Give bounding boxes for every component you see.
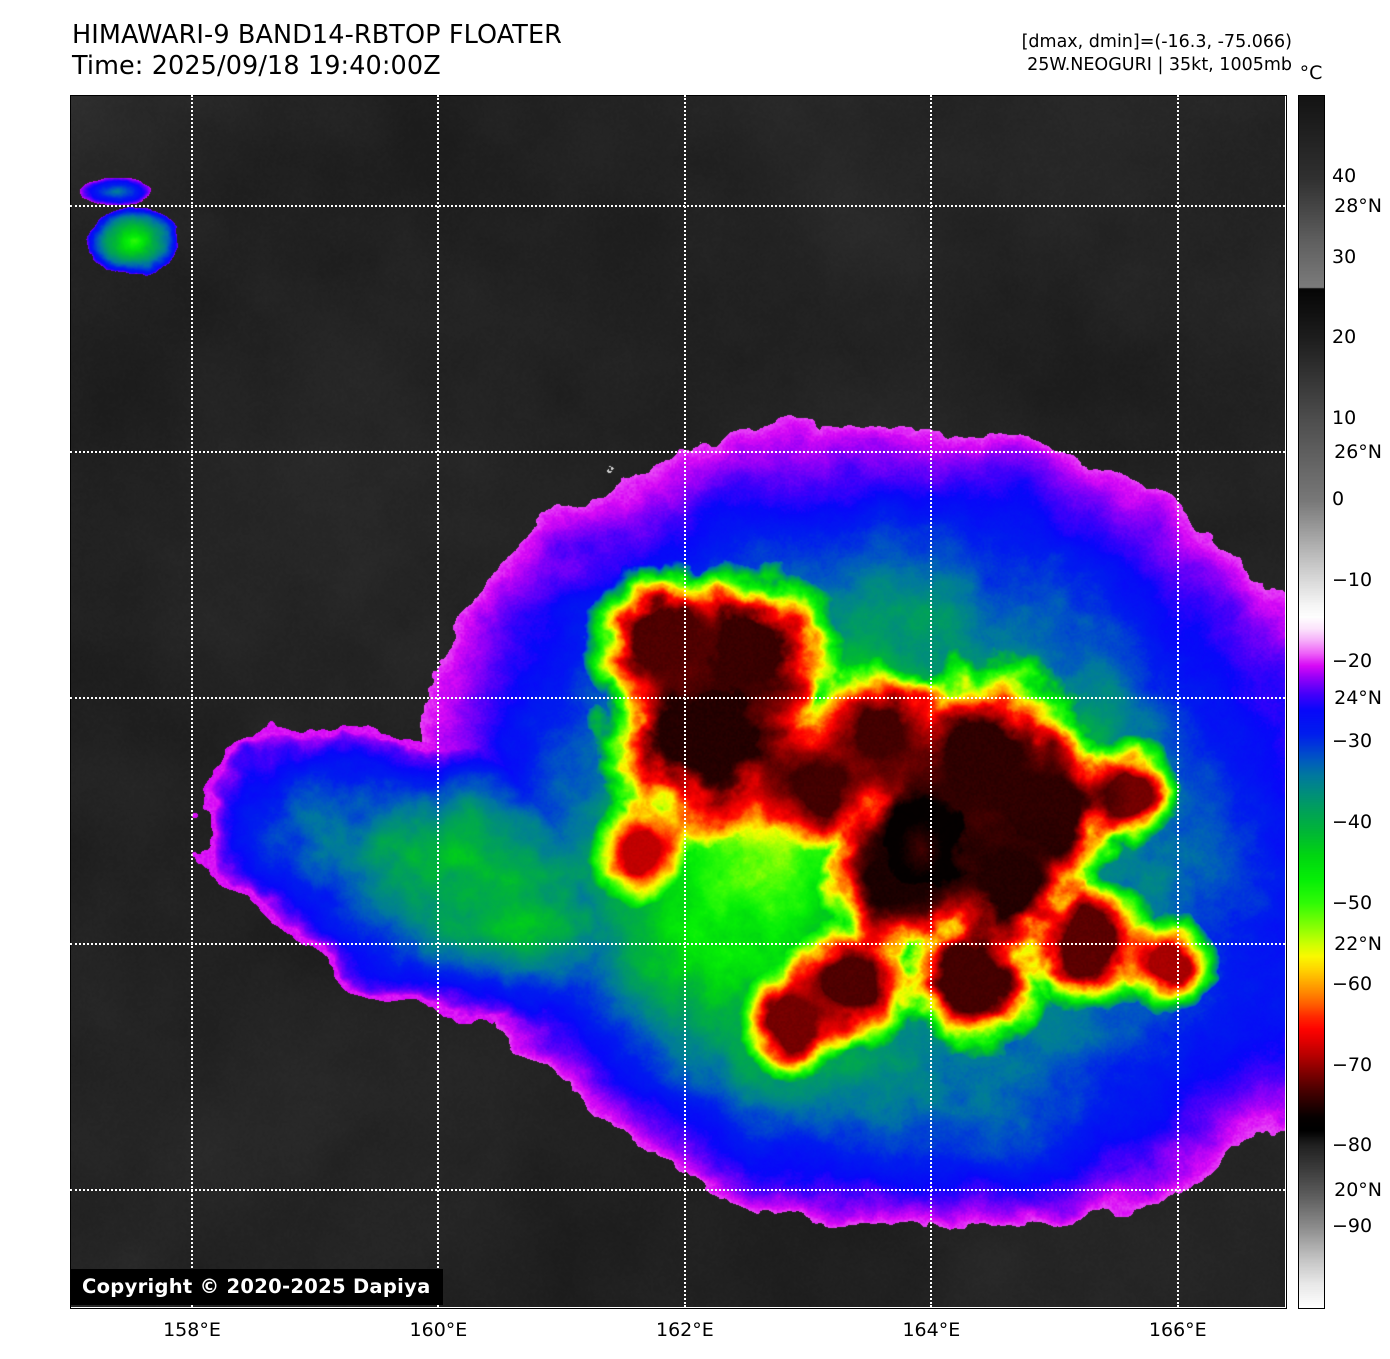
dmax-dmin-label: [dmax, dmin]=(-16.3, -75.066) — [1021, 32, 1292, 52]
colorbar-tick: 20 — [1332, 326, 1357, 349]
colorbar-tick: −70 — [1332, 1053, 1373, 1076]
colorbar-tick: −60 — [1332, 972, 1373, 995]
colorbar-gradient — [1299, 96, 1324, 1308]
lon-tick-label: 164°E — [902, 1319, 961, 1341]
infrared-cloudtop-canvas — [70, 95, 1285, 1307]
colorbar-tick: −10 — [1332, 568, 1373, 591]
lat-tick-label: 22°N — [1334, 933, 1382, 955]
colorbar-tick: 0 — [1332, 488, 1345, 510]
lon-tick-label: 166°E — [1148, 1319, 1207, 1341]
colorbar-unit-label: °C — [1299, 62, 1323, 84]
lon-tick-label: 162°E — [656, 1319, 714, 1341]
lat-tick-label: 26°N — [1334, 440, 1382, 463]
lat-tick-label: 28°N — [1334, 194, 1382, 217]
colorbar-tick: −90 — [1332, 1215, 1373, 1238]
lat-tick-label: 20°N — [1334, 1179, 1382, 1202]
timestamp-label: Time: 2025/09/18 19:40:00Z — [72, 51, 441, 81]
colorbar-tick: 30 — [1332, 245, 1357, 268]
header-right: [dmax, dmin]=(-16.3, -75.066) 25W.NEOGUR… — [1022, 31, 1292, 77]
copyright-banner: Copyright © 2020-2025 Dapiya — [70, 1269, 443, 1305]
header-left: HIMAWARI-9 BAND14-RBTOP FLOATER Time: 20… — [72, 20, 772, 82]
lon-tick-label: 160°E — [409, 1319, 468, 1341]
colorbar-tick: −20 — [1332, 649, 1373, 672]
colorbar-tick: 40 — [1332, 164, 1357, 187]
colorbar-tick: 10 — [1332, 407, 1357, 430]
satellite-image-plot — [70, 95, 1285, 1307]
lon-tick-label: 158°E — [163, 1319, 221, 1341]
colorbar-tick: −50 — [1332, 892, 1373, 914]
page-title: HIMAWARI-9 BAND14-RBTOP FLOATER — [72, 20, 562, 50]
colorbar-tick: −30 — [1332, 730, 1373, 753]
colorbar-tick: −40 — [1332, 811, 1373, 834]
colorbar-tick: −80 — [1332, 1134, 1373, 1157]
storm-info-label: 25W.NEOGURI | 35kt, 1005mb — [1027, 55, 1292, 75]
lat-tick-label: 24°N — [1334, 686, 1382, 709]
temperature-colorbar — [1298, 95, 1325, 1309]
